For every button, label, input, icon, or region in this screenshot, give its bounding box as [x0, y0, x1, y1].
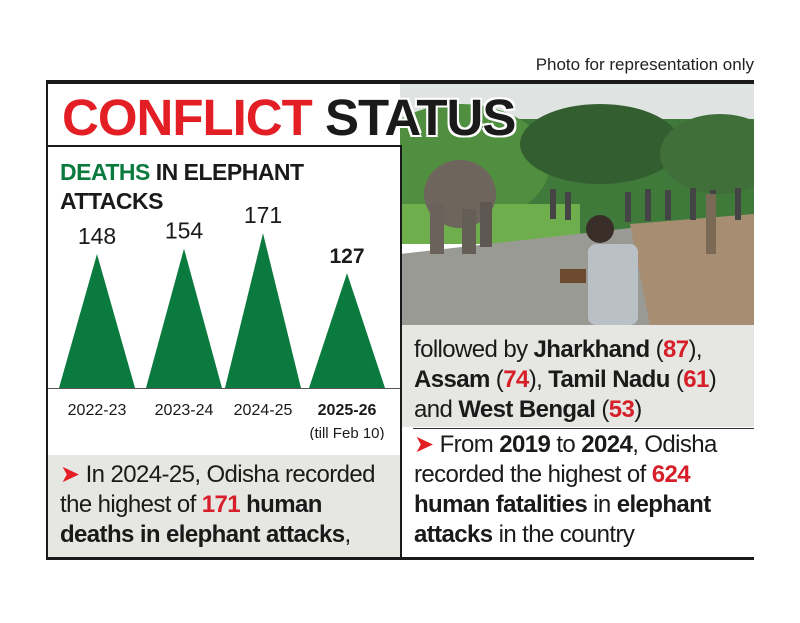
chart-title-line2: ATTACKS — [60, 188, 163, 214]
chart-baseline — [48, 388, 400, 389]
note-text: ( — [669, 366, 684, 393]
note-bold: Jharkhand — [533, 336, 651, 363]
note-text: ( — [489, 366, 504, 393]
data-label: 148 — [78, 223, 116, 249]
note-bold: Tamil Nadu — [548, 366, 670, 393]
note-text: , Odisha — [632, 431, 717, 458]
note-text: ), — [688, 336, 703, 363]
title-part-2: STATUS — [324, 89, 516, 146]
column-divider — [400, 145, 402, 560]
note-bold: deaths in elephant attacks — [60, 521, 345, 548]
note-text: ) — [634, 396, 642, 423]
right-divider — [413, 428, 754, 429]
data-label: 154 — [165, 218, 204, 244]
note-bold: 2019 — [499, 431, 551, 458]
x-tick-label: 2024-25 — [234, 402, 293, 419]
note-text: followed by — [414, 336, 534, 363]
note-highlight: 53 — [608, 396, 635, 423]
bar-2025-26 — [309, 273, 385, 388]
note-text: ( — [649, 336, 664, 363]
note-text: in the country — [492, 521, 635, 548]
deaths-chart: 148 2022-23 154 2023-24 171 2024-25 127 2025-26… — [59, 202, 385, 440]
x-tick-label: 2022-23 — [68, 402, 127, 419]
photo-credit: Photo for representation only — [535, 55, 754, 74]
note-bold: human — [240, 491, 322, 518]
x-tick-note: (till Feb 10) — [309, 425, 384, 440]
chart-title-highlight: DEATHS — [60, 159, 150, 185]
title-divider — [46, 145, 400, 147]
bar-2022-23 — [59, 254, 135, 388]
left-note: ➤ In 2024-25, Odisha recorded the highes… — [60, 460, 400, 550]
x-tick-label: 2025-26 — [318, 402, 377, 419]
note-text: ( — [595, 396, 609, 423]
note-text: recorded the highest of — [414, 461, 652, 488]
note-text: to — [550, 431, 582, 458]
note-text: ) — [708, 366, 717, 393]
right-top-note: followed by Jharkhand (87), Assam (74), … — [414, 335, 754, 425]
note-highlight: 624 — [651, 461, 691, 488]
x-tick-label: 2023-24 — [155, 402, 214, 419]
note-text: the highest of — [60, 491, 202, 518]
note-highlight: 87 — [663, 336, 689, 363]
note-text: From — [433, 431, 500, 458]
page-title: CONFLICT STATUS — [62, 88, 516, 147]
note-highlight: 74 — [503, 366, 529, 393]
note-bold: West Bengal — [458, 396, 596, 423]
data-label: 171 — [244, 202, 282, 228]
note-bold: Assam — [414, 366, 490, 393]
arrow-icon: ➤ — [60, 461, 80, 488]
data-label: 127 — [329, 245, 364, 268]
note-bold: attacks — [414, 521, 493, 548]
right-note: ➤ From 2019 to 2024, Odisha recorded the… — [414, 430, 754, 550]
note-highlight: 61 — [683, 366, 709, 393]
note-bold: 2024 — [581, 431, 633, 458]
elephant-photo — [400, 84, 754, 325]
chart-title: DEATHS IN ELEPHANT ATTACKS — [60, 158, 304, 216]
note-highlight: 171 — [201, 491, 241, 518]
note-bold: elephant — [616, 491, 711, 518]
bar-2023-24 — [146, 248, 222, 388]
note-text: and — [414, 396, 459, 423]
note-bold: human fatalities — [414, 491, 588, 518]
chart-title-rest: IN ELEPHANT — [155, 159, 304, 185]
note-text: in — [587, 491, 617, 518]
note-text: In 2024-25, Odisha recorded — [79, 461, 376, 488]
note-text: ), — [528, 366, 549, 393]
note-text: , — [344, 521, 352, 548]
right-top-panel — [402, 325, 754, 427]
arrow-icon: ➤ — [414, 431, 434, 458]
title-part-1: CONFLICT — [62, 89, 313, 146]
bar-2024-25 — [225, 233, 301, 388]
left-note-panel — [48, 455, 400, 557]
